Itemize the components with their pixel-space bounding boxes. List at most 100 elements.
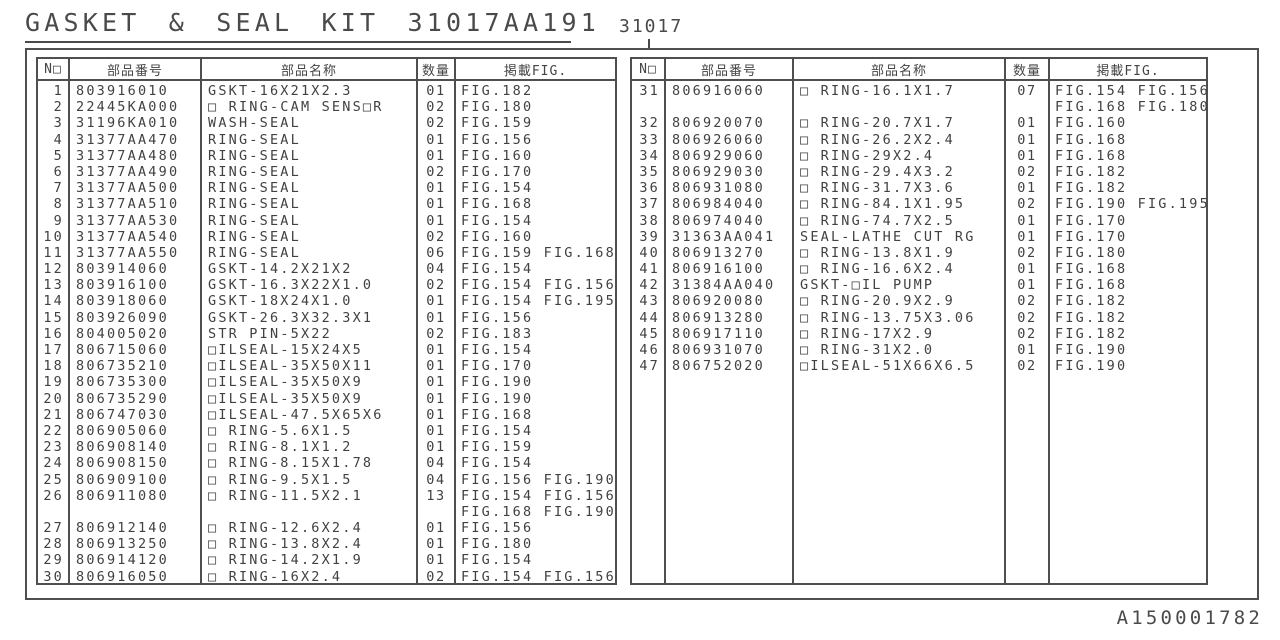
quantity-cell: 02 [426, 115, 446, 132]
part-number-cell: 806929030 [672, 163, 765, 180]
part-name-cell: □ILSEAL-51X66X6.5 [800, 358, 976, 375]
no-cell: 37 [639, 196, 660, 213]
quantity-cell: 02 [426, 163, 446, 180]
figure-cell: FIG.168 [461, 406, 534, 423]
no-cell: 11 [43, 244, 64, 261]
part-number-cell: 806916100 [672, 261, 765, 278]
header-no: N□ [38, 59, 70, 79]
figure-cell: FIG.190 [461, 374, 534, 391]
no-cell: 33 [639, 131, 660, 148]
header-part-number: 部品番号 [70, 59, 202, 79]
quantity-cell: 01 [1017, 115, 1037, 132]
quantity-cell: 01 [426, 180, 446, 197]
quantity-cell: 01 [426, 422, 446, 439]
figure-cell: FIG.156 [461, 131, 534, 148]
figure-cell: FIG.170 [461, 358, 534, 375]
column-quantity: 01 02 02 01 01 02 01 01 01 02 06 04 02 01 01 02 01 01 01 01… [418, 81, 456, 585]
part-number-cell: 31377AA470 [76, 131, 180, 148]
no-cell: 44 [639, 309, 660, 326]
quantity-cell [1006, 99, 1048, 115]
figure-cell: FIG.183 [461, 325, 534, 342]
part-number-cell: 803914060 [76, 261, 169, 278]
column-part-number: 803916010 22445KA000 31196KA010 31377AA470 3… [70, 81, 202, 585]
figure-cell: FIG.154 [461, 212, 534, 229]
figure-cell: FIG.170 [1055, 212, 1128, 229]
no-cell [38, 504, 68, 520]
page-frame [25, 48, 1259, 600]
figure-cell: FIG.160 [461, 228, 534, 245]
header-part-name: 部品名称 [794, 59, 1006, 79]
no-cell: 23 [43, 439, 64, 456]
figure-cell: FIG.190 [1055, 342, 1128, 358]
part-number-cell: 806735210 [76, 358, 169, 375]
no-cell: 30 [43, 568, 64, 585]
figure-cell: FIG.180 [1055, 244, 1128, 261]
no-cell: 40 [639, 244, 660, 261]
quantity-cell: 01 [1017, 277, 1037, 294]
no-cell: 15 [43, 309, 64, 326]
no-cell: 18 [43, 358, 64, 375]
figure-cell: FIG.182 [1055, 325, 1128, 342]
part-number-cell: 806926060 [672, 131, 765, 148]
part-number-cell: 806931070 [672, 342, 765, 358]
part-name-cell [794, 99, 1004, 115]
quantity-cell: 01 [426, 293, 446, 310]
quantity-cell: 01 [426, 390, 446, 407]
part-name-cell: GSKT-16.3X22X1.0 [208, 277, 374, 294]
figure-cell: FIG.182 [1055, 293, 1128, 310]
part-name-cell: RING-SEAL [208, 196, 301, 213]
part-name-cell: GSKT-14.2X21X2 [208, 261, 353, 278]
quantity-cell [418, 504, 454, 520]
part-number-cell: 31384AA040 [672, 277, 776, 294]
part-number-cell: 31377AA550 [76, 244, 180, 261]
part-number-cell: 806914120 [76, 552, 169, 569]
part-number-cell: 806916050 [76, 568, 169, 585]
part-number-cell: 31377AA540 [76, 228, 180, 245]
quantity-cell: 01 [426, 520, 446, 537]
no-cell: 12 [43, 261, 64, 278]
part-number-cell: 806747030 [76, 406, 169, 423]
quantity-cell: 01 [426, 342, 446, 358]
part-name-cell: □ILSEAL-35X50X9 [208, 374, 363, 391]
column-part-name: □ RING-16.1X1.7 □ RING-20.7X1.7 □ RING-26.… [794, 81, 1006, 583]
quantity-cell: 02 [1017, 358, 1037, 375]
part-name-cell: □ RING-26.2X2.4 [800, 131, 955, 148]
table-body: 1 2 3 4 5 6 7 8 9 10 11 12 13 14 15 16 17 18 19 20 21 22 23 24 2… [38, 81, 615, 585]
part-number-cell: 806916060 [672, 83, 765, 99]
part-name-cell: □ RING-8.1X1.2 [208, 439, 353, 456]
document-number: A150001782 [1116, 607, 1263, 629]
part-number-cell: 806929060 [672, 147, 765, 164]
quantity-cell: 01 [426, 536, 446, 553]
figure-cell: FIG.182 [1055, 163, 1128, 180]
part-name-cell: □ RING-CAM SENS□R [208, 99, 384, 116]
quantity-cell: 01 [426, 309, 446, 326]
no-cell: 8 [53, 196, 64, 213]
figure-cell: FIG.154 [461, 422, 534, 439]
part-number-cell: 806752020 [672, 358, 765, 375]
no-cell: 1 [53, 83, 64, 99]
part-number-cell: 806905060 [76, 422, 169, 439]
part-name-cell: □ RING-13.8X1.9 [800, 244, 955, 261]
quantity-cell: 01 [1017, 342, 1037, 358]
quantity-cell: 02 [1017, 309, 1037, 326]
part-name-cell: □ RING-13.75X3.06 [800, 309, 976, 326]
no-cell: 32 [639, 115, 660, 132]
no-cell: 7 [53, 180, 64, 197]
no-cell: 13 [43, 277, 64, 294]
part-name-cell: □ RING-11.5X2.1 [208, 487, 363, 504]
quantity-cell: 06 [426, 244, 446, 261]
table-header: N□ 部品番号 部品名称 数量 掲載FIG. [38, 59, 615, 81]
quantity-cell: 01 [426, 147, 446, 164]
quantity-cell: 01 [1017, 228, 1037, 245]
part-name-cell [202, 504, 416, 520]
no-cell: 10 [43, 228, 64, 245]
part-name-cell: □ RING-12.6X2.4 [208, 520, 363, 537]
no-cell: 16 [43, 325, 64, 342]
part-number-cell: 806984040 [672, 196, 765, 213]
figure-cell: FIG.168 FIG.190 [461, 503, 616, 520]
figure-cell: FIG.159 FIG.168 [461, 244, 616, 261]
part-number-cell: 806974040 [672, 212, 765, 229]
parts-table-left: N□ 部品番号 部品名称 数量 掲載FIG. 1 2 3 4 5 6 7 8 9 10 11 12 13… [36, 57, 617, 585]
figure-cell: FIG.154 FIG.156 [1055, 83, 1210, 99]
part-name-cell: □ RING-9.5X1.5 [208, 471, 353, 488]
